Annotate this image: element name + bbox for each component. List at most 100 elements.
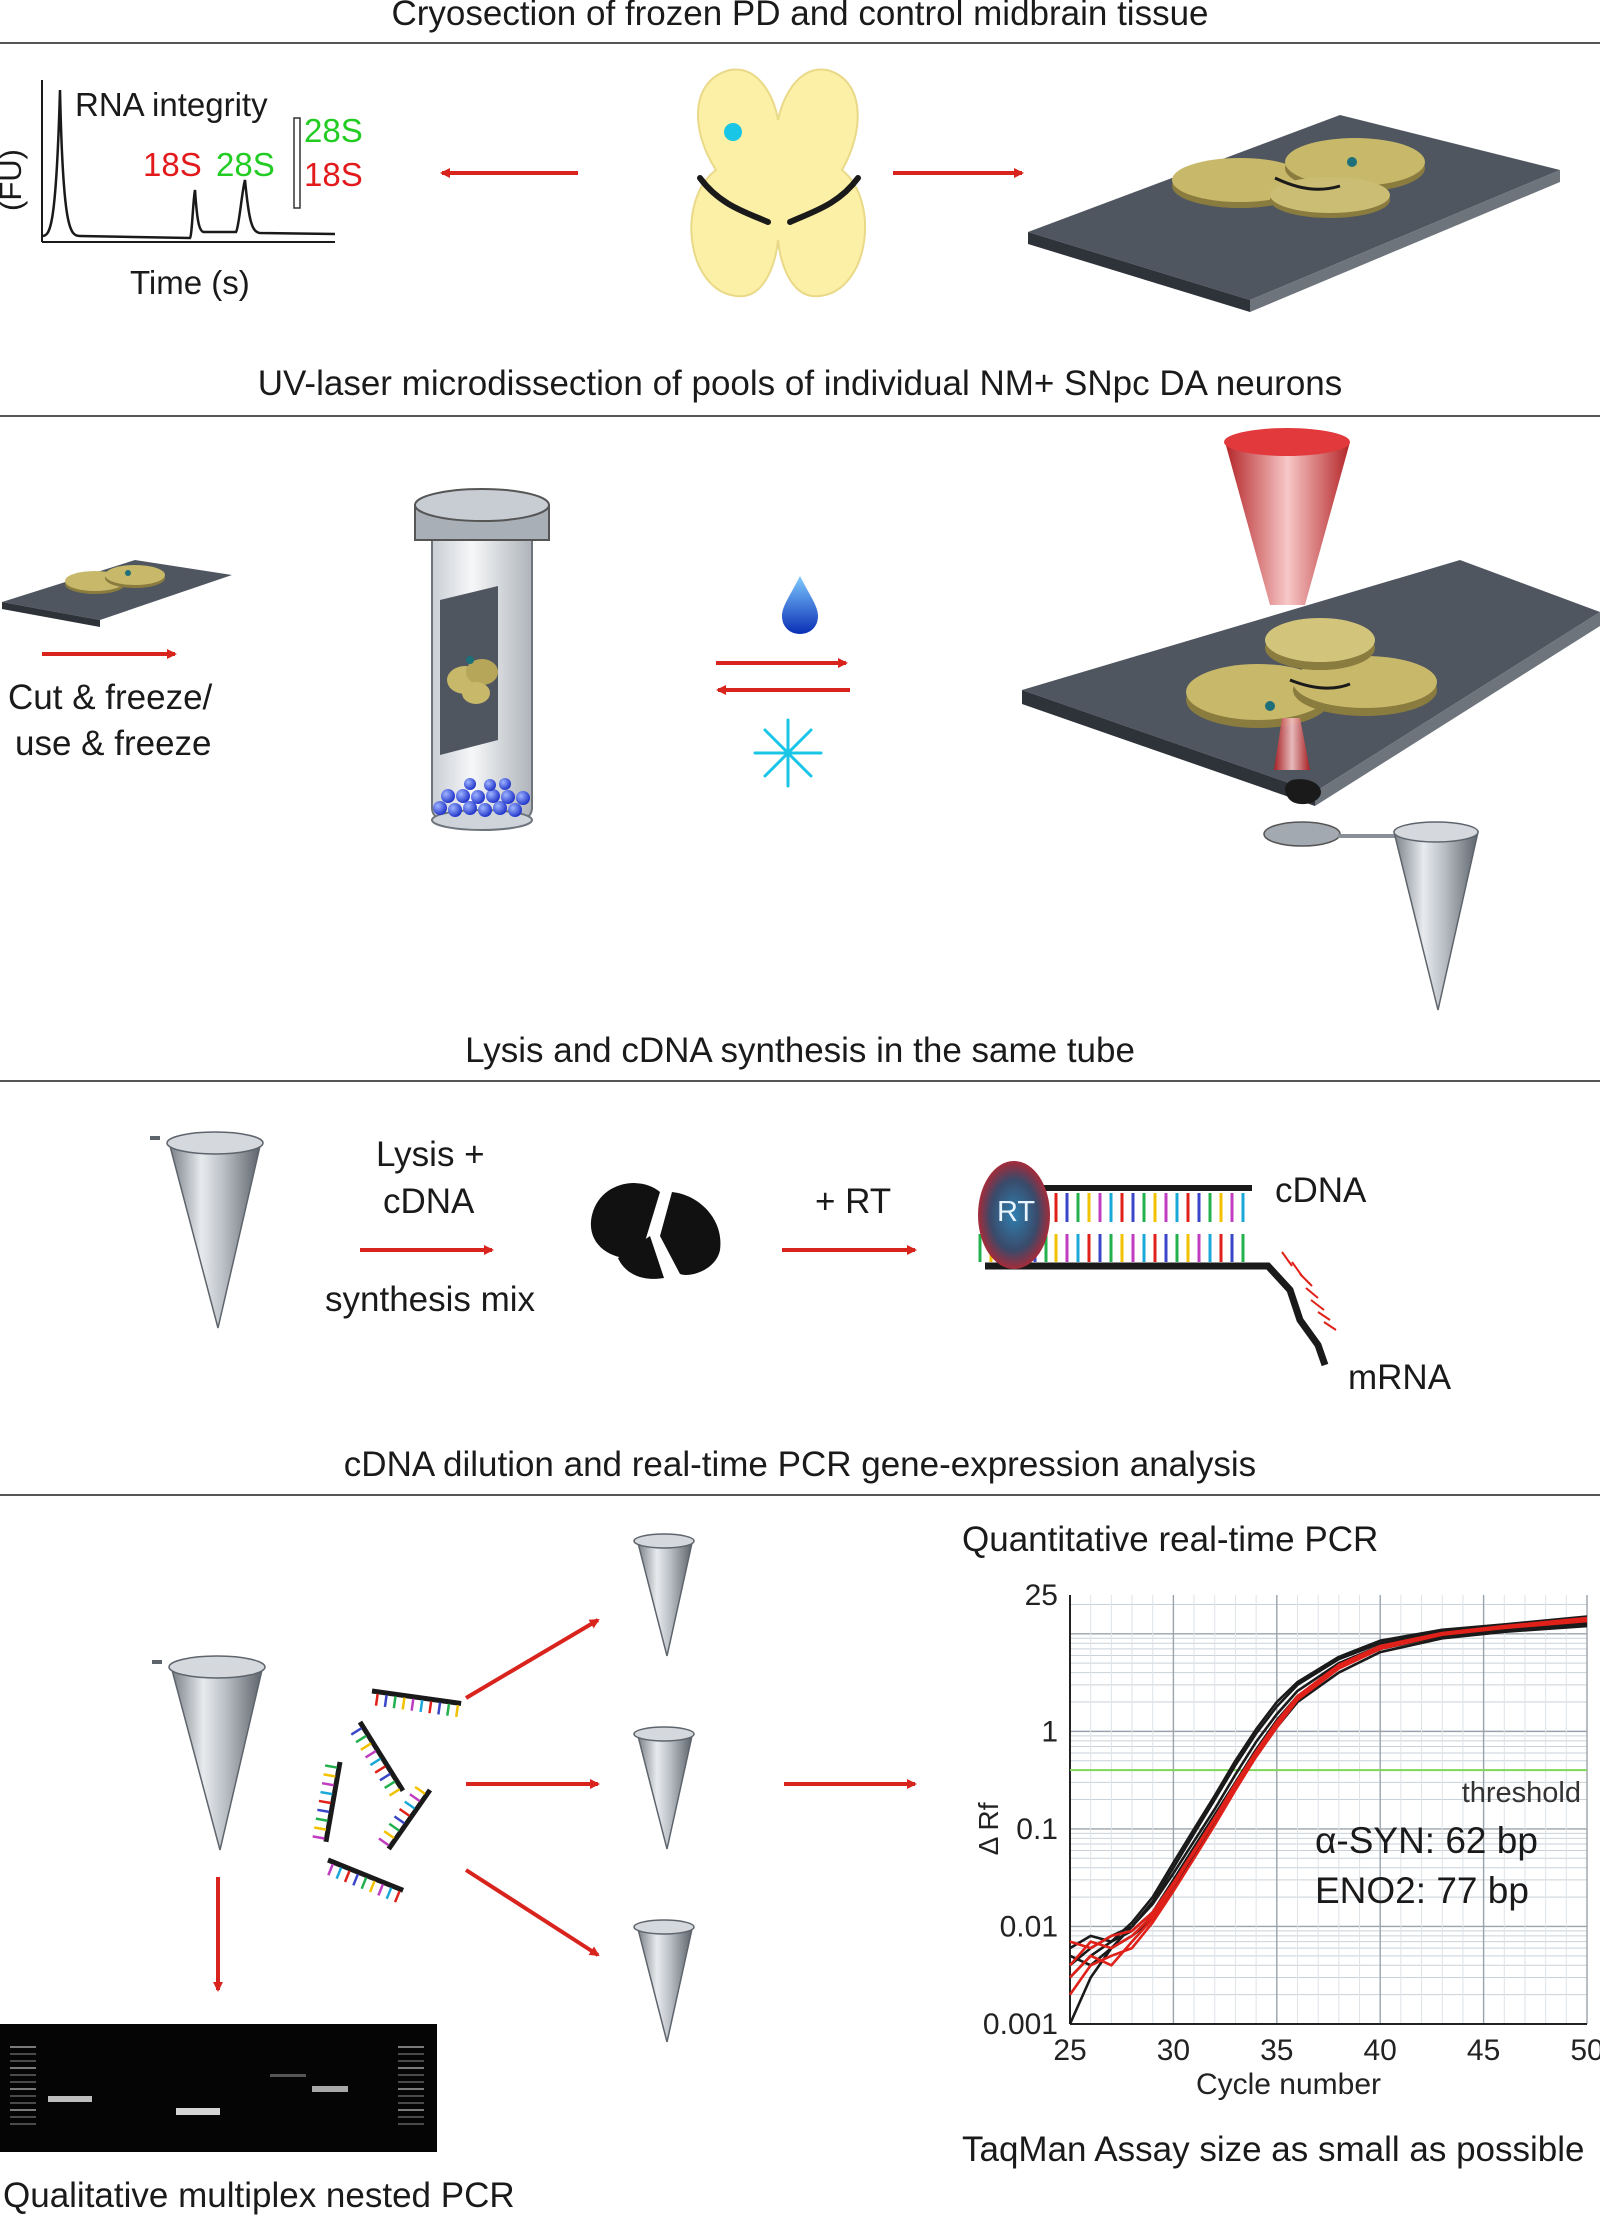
x-tick-label: 30 [1157,2034,1190,2067]
primer-base [314,1826,327,1831]
primer-backbone [386,1788,433,1851]
primer-base [360,1877,368,1890]
primer-base [454,1704,460,1718]
primer-base [383,1830,395,1840]
ladder-band [398,2053,424,2055]
mrna-label: mRNA [1348,1358,1452,1397]
section-divider [0,415,1600,417]
ladder-band [398,2102,424,2104]
lysis-label: Lysis + [376,1135,485,1174]
section-heading-lysis: Lysis and cDNA synthesis in the same tub… [465,1031,1135,1070]
primer-backbone [371,1688,462,1707]
x-tick-label: 45 [1467,2034,1500,2067]
ladder-band [10,2095,36,2097]
use-freeze-label: use & freeze [15,724,212,763]
rna-integrity-trace [41,80,336,243]
ladder-band [10,2116,36,2118]
rna-integrity-title: RNA integrity [75,86,268,123]
primer-base [320,1790,333,1796]
primer-base [374,1693,379,1706]
primer-base [437,1702,442,1715]
peak-28s-label: 28S [216,146,275,183]
x-tick-label: 35 [1260,2034,1293,2067]
primer-base [388,1788,401,1797]
section-divider [0,42,1600,44]
section-divider [0,1494,1600,1496]
section-heading-microdissection: UV-laser microdissection of pools of ind… [257,364,1343,403]
glass-beads [433,778,530,817]
qpcr-title: Quantitative real-time PCR [962,1520,1379,1559]
reverse-transcriptase [978,1161,1050,1269]
peak-18s-label: 18S [143,146,202,183]
primer-base [352,1873,360,1886]
primer-fragment [312,1761,343,1843]
laser-microdissection-stage [1022,428,1600,1011]
lysed-cell [590,1183,721,1279]
primer-base [384,1780,396,1789]
primer-base [350,1727,363,1736]
time-axis-label: Time (s) [130,264,250,301]
aliquot-tube [633,1533,695,1657]
primer-base [315,1817,328,1822]
primer-fragments [312,1688,462,1903]
ratio-28s-label: 28S [304,112,363,149]
small-slide [2,560,232,627]
ladder-band [398,2123,424,2125]
mrna-tail-ticks [1281,1251,1337,1331]
primer-base [374,1765,386,1774]
threshold-label: threshold [1462,1777,1581,1809]
primer-base [404,1800,416,1810]
cdna-label: cDNA [1275,1171,1367,1210]
primer-base [324,1764,338,1769]
primer-base [321,1781,335,1787]
primer-base [323,1773,336,1778]
synthesis-mix-label: synthesis mix [325,1280,536,1319]
rt-step-label: + RT [815,1182,892,1221]
ladder-band [10,2067,36,2069]
qpcr-amplification-chart: threshold 25 30 35 40 45 50 0.001 0.01 0.1 1 25 Cycl… [973,1579,1600,2101]
ladder-band [10,2109,36,2111]
assay-alpha-syn: α-SYN: 62 bp [1315,1820,1538,1861]
ladder-band [398,2116,424,2118]
assay-eno2: ENO2: 77 bp [1315,1870,1529,1911]
primer-base [393,1890,401,1903]
aliquot-tube [633,1919,695,2043]
ratio-18s-label: 18S [304,156,363,193]
primer-base [419,1699,424,1713]
reaction-tube [150,1131,264,1329]
primer-base [414,1785,426,1795]
y-tick-label: 0.01 [1000,1910,1058,1943]
ladder-band [10,2046,36,2048]
primer-base [360,1742,372,1751]
y-tick-label: 0.1 [1016,1813,1058,1846]
primer-base [410,1698,415,1711]
plot-area [1070,1595,1587,2024]
primer-base [385,1887,393,1900]
amplification-curve [1069,1615,1588,1979]
rt-enzyme-label: RT [997,1196,1036,1228]
primer-base [383,1694,388,1708]
aliquot-tube [633,1726,695,1850]
ladder-band [10,2088,36,2090]
base-pairs [978,1193,1245,1262]
primer-base [369,1757,382,1767]
amplification-curve [1069,1616,1588,1950]
arrows-to-aliquots [464,1618,600,1957]
ladder-band [398,2046,424,2048]
section-heading-pcr: cDNA dilution and real-time PCR gene-exp… [343,1445,1257,1484]
primer-fragment [350,1720,406,1797]
primer-base [317,1808,330,1814]
amplification-curve [1069,1618,1588,1967]
primer-base [343,1870,351,1883]
primer-base [393,1815,405,1825]
primer-base [378,1837,390,1847]
y-tick-label: 0.001 [983,2008,1058,2041]
midbrain-tissue-section [690,68,867,298]
ladder-band [398,2067,424,2069]
ladder-band [10,2060,36,2062]
sample-tube [152,1655,266,1851]
ladder-band [398,2095,424,2097]
ladder-band [398,2081,424,2083]
primer-base [446,1703,451,1716]
primer-fragment [327,1857,405,1903]
